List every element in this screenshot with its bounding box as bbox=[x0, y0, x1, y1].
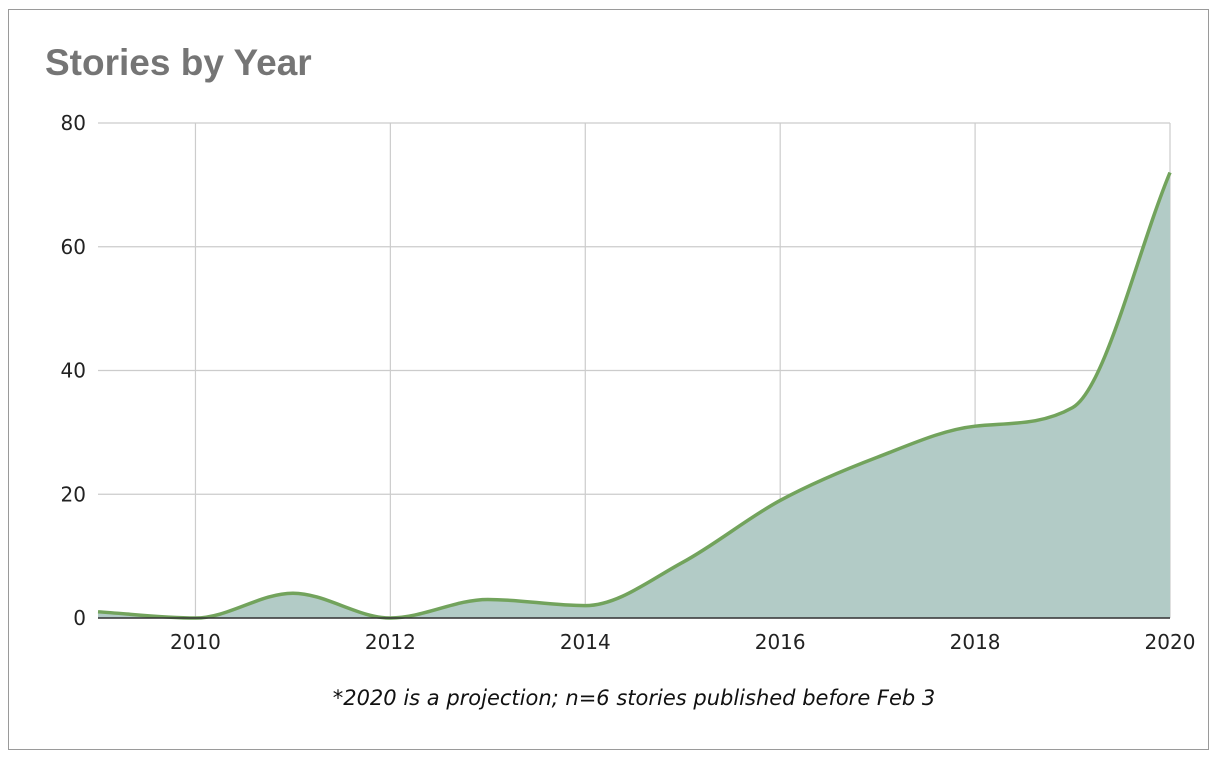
x-tick-label: 2020 bbox=[1145, 630, 1196, 654]
area-fill bbox=[98, 172, 1170, 618]
y-tick-labels: 0 20 40 60 80 bbox=[61, 111, 86, 630]
x-tick-label: 2016 bbox=[755, 630, 806, 654]
chart-footnote: *2020 is a projection; n=6 stories publi… bbox=[332, 686, 936, 710]
y-tick-label: 0 bbox=[73, 606, 86, 630]
x-tick-label: 2014 bbox=[560, 630, 611, 654]
y-tick-label: 80 bbox=[61, 111, 86, 135]
chart-title: Stories by Year bbox=[45, 42, 312, 83]
chart-frame bbox=[8, 9, 1209, 750]
x-tick-label: 2010 bbox=[170, 630, 221, 654]
x-tick-labels: 2010 2012 2014 2016 2018 2020 bbox=[170, 630, 1195, 654]
y-tick-label: 20 bbox=[61, 482, 86, 506]
x-tick-label: 2018 bbox=[950, 630, 1001, 654]
series-line bbox=[97, 171, 1172, 620]
y-tick-label: 60 bbox=[61, 235, 86, 259]
y-tick-label: 40 bbox=[61, 359, 86, 383]
x-tick-label: 2012 bbox=[365, 630, 416, 654]
